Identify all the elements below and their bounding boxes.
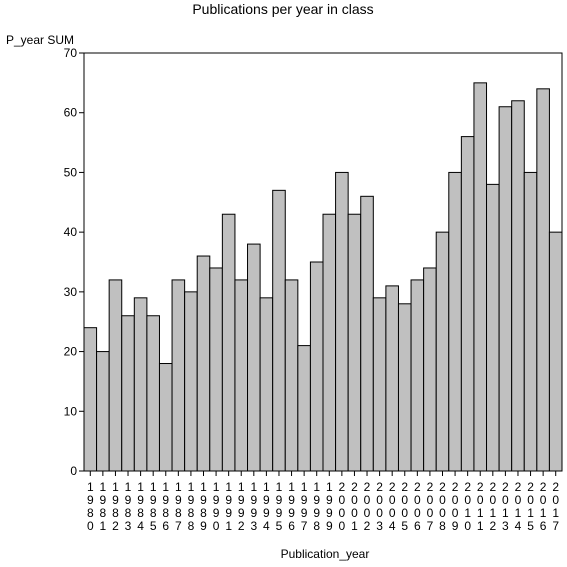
bar-1999 xyxy=(322,213,337,472)
bar-1993 xyxy=(247,243,261,472)
bar-2011 xyxy=(473,82,488,472)
bar-1982 xyxy=(108,279,123,472)
bar-2005 xyxy=(397,303,412,472)
bar-2009 xyxy=(448,171,462,472)
bar-1992 xyxy=(234,279,249,472)
bar-2004 xyxy=(385,285,399,472)
bar-1987 xyxy=(171,279,186,472)
bar-1990 xyxy=(209,267,223,472)
bar-2010 xyxy=(460,136,475,472)
plot-frame xyxy=(83,52,563,472)
bar-2014 xyxy=(511,100,525,472)
bar-1984 xyxy=(133,297,148,472)
bar-2008 xyxy=(435,231,450,472)
y-tick-label: 60 xyxy=(64,106,78,120)
bar-1981 xyxy=(96,351,110,472)
bar-2012 xyxy=(486,183,500,472)
bar-2016 xyxy=(536,88,550,472)
bar-1986 xyxy=(158,363,173,472)
y-tick-label: 70 xyxy=(64,46,78,60)
y-axis: 0 10 20 30 40 50 60 70 xyxy=(64,46,84,478)
y-tick-label: 0 xyxy=(70,464,77,478)
y-tick-label: 40 xyxy=(64,225,78,239)
bar-1997 xyxy=(297,345,311,472)
bar-1996 xyxy=(284,279,299,472)
y-tick-label: 30 xyxy=(64,285,78,299)
bar-1985 xyxy=(146,315,160,472)
y-tick-label: 20 xyxy=(64,345,78,359)
bar-1991 xyxy=(221,213,236,472)
chart-title: Publications per year in class xyxy=(192,1,373,17)
bar-2017 xyxy=(548,231,563,472)
bar-1995 xyxy=(272,189,286,472)
bar-2013 xyxy=(498,106,513,472)
bar-2000 xyxy=(335,171,349,472)
y-tick-label: 50 xyxy=(64,165,78,179)
x-axis-label: Publication_year xyxy=(281,547,370,561)
bar-1998 xyxy=(309,261,324,472)
y-tick-label: 10 xyxy=(64,404,78,418)
bar-1989 xyxy=(196,255,211,472)
bar-2007 xyxy=(423,267,437,472)
bar-1983 xyxy=(121,315,135,472)
bar-2006 xyxy=(410,279,425,472)
bars-group xyxy=(83,82,563,472)
bar-1988 xyxy=(184,291,198,472)
bar-1980 xyxy=(83,327,98,472)
y-axis-label: P_year SUM xyxy=(6,33,74,47)
bar-2002 xyxy=(360,195,374,472)
bar-2015 xyxy=(523,171,538,472)
bar-2003 xyxy=(372,297,387,472)
bar-2001 xyxy=(347,213,362,472)
x-axis: 1 9 8 0 1 9 8 1 1 9 8 2 1 9 8 3 1 9 8 4 1 9 8 5 1 9 8 6 1 9 8 7 1 9 8 8 1 9 8 9… xyxy=(87,471,559,533)
bar-1994 xyxy=(259,297,274,472)
